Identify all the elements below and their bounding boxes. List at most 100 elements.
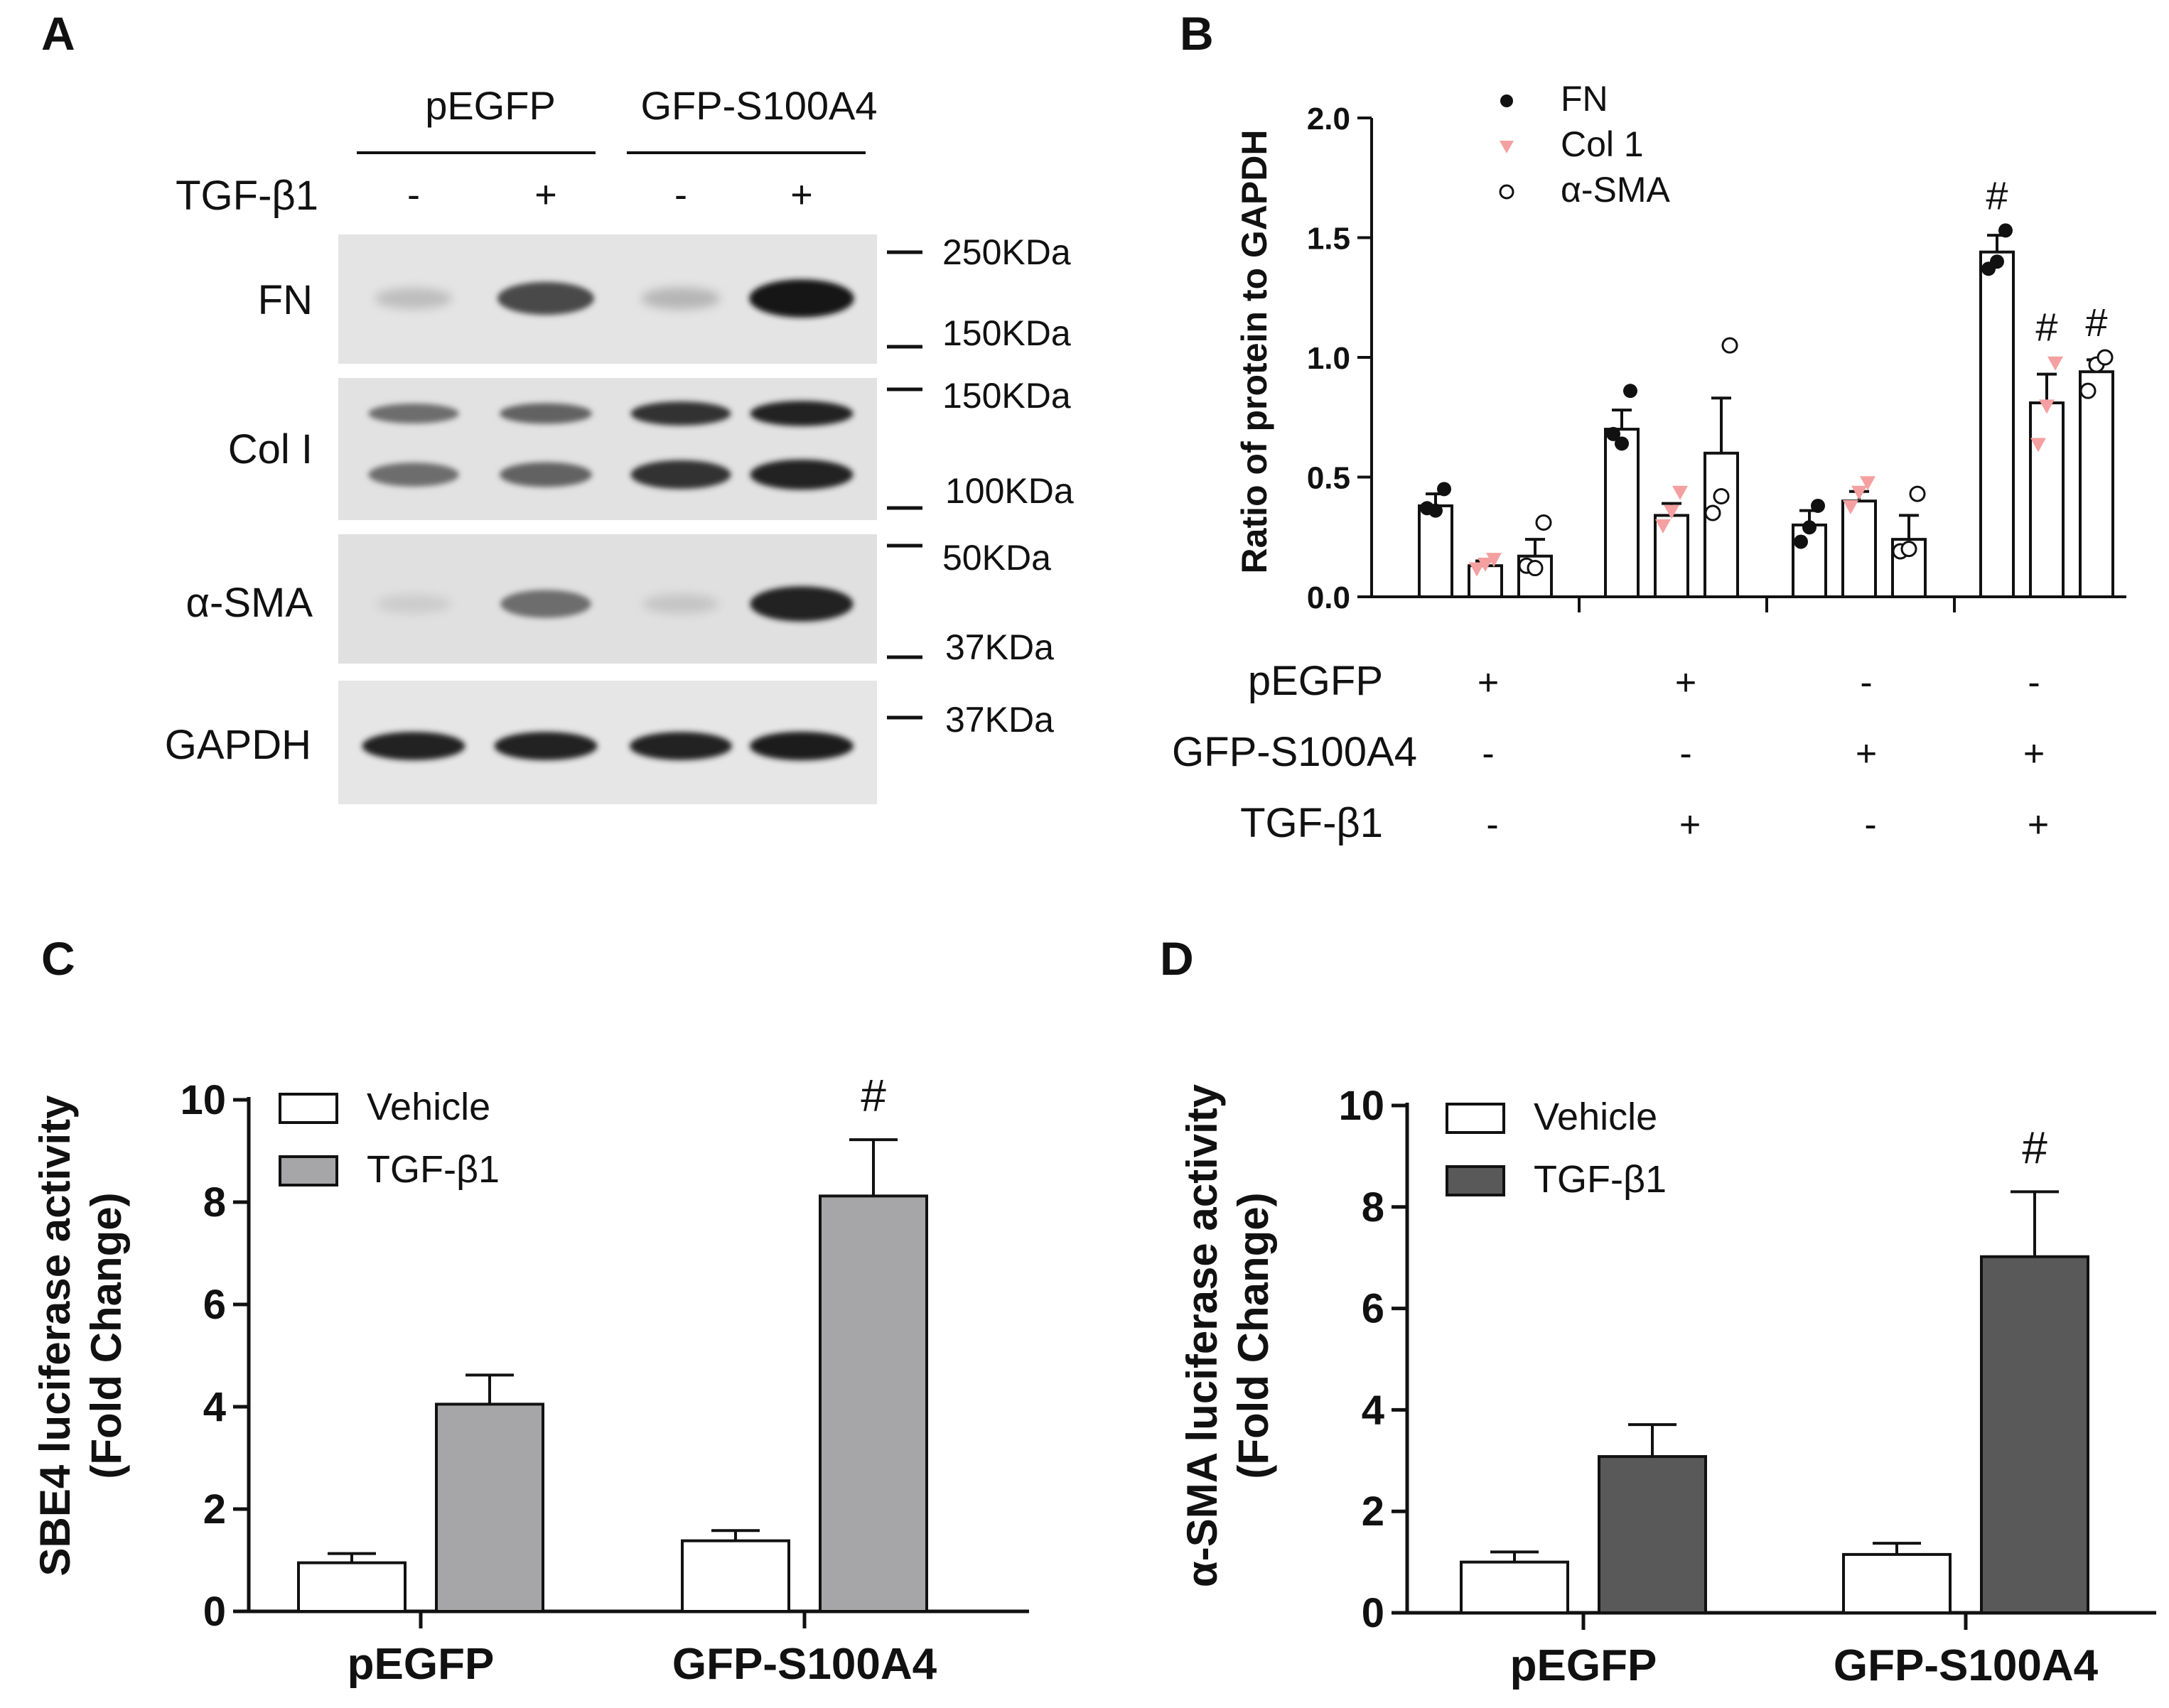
blot-row-label-fn: FN <box>258 277 313 323</box>
chart-b-legend-marker-0 <box>1500 94 1513 107</box>
blot-band-3-1-lane-4 <box>750 586 854 622</box>
chart-c-y-tick-label-3: 6 <box>203 1282 226 1328</box>
blot-band-2-2-lane-3 <box>630 460 731 490</box>
chart-d-y-axis-label-line2: (Fold Change) <box>1229 1192 1277 1479</box>
blot-row-label-gapdh: GAPDH <box>165 722 311 768</box>
panel-letter-b: B <box>1180 7 1214 60</box>
blot-band-4-1-lane-3 <box>630 732 732 760</box>
chart-b-condition-sign-0-1: + <box>1675 662 1696 703</box>
mw-label-1: 250KDa <box>942 232 1071 272</box>
chart-b-point-2-2-1 <box>1900 541 1917 558</box>
chart-b-annotation-1-3: # <box>2035 305 2057 350</box>
chart-b-y-axis-label: Ratio of protein to GAPDH <box>1234 130 1274 574</box>
chart-b-point-0-1-0 <box>1606 426 1620 441</box>
chart-b-point-1-3-2 <box>2047 356 2063 371</box>
chart-b-point-2-2-2 <box>1909 485 1926 502</box>
chart-b-point-0-2-1 <box>1802 520 1817 535</box>
chart-b-condition-sign-0-0: + <box>1478 662 1499 703</box>
chart-d-y-tick-label-1: 2 <box>1362 1488 1384 1535</box>
chart-b-point-1-1-2 <box>1672 485 1688 500</box>
chart-d-bar-1-1 <box>1980 1255 2089 1614</box>
chart-d-legend-swatch-0 <box>1446 1103 1505 1134</box>
blot-band-4-1-lane-2 <box>494 731 598 761</box>
chart-b-y-tick-label-1: 0.5 <box>1307 461 1350 496</box>
chart-c: SBE4 luciferase activity (Fold Change) 0… <box>31 1070 1029 1689</box>
blot-band-4-1-lane-4 <box>750 731 854 761</box>
chart-c-legend-label-0: Vehicle <box>367 1086 490 1128</box>
chart-b-y-tick-label-3: 1.5 <box>1307 222 1350 256</box>
chart-b-point-2-1-2 <box>1721 337 1738 354</box>
chart-b-point-0-0-1 <box>1428 503 1443 518</box>
chart-b-bar-0-3 <box>1979 250 2015 598</box>
chart-b-point-1-1-0 <box>1655 519 1671 534</box>
chart-b-legend-marker-2 <box>1499 184 1514 200</box>
blot-band-2-1-lane-1 <box>368 403 459 424</box>
chart-b-condition-sign-2-1: + <box>1679 804 1701 845</box>
chart-b-point-1-0-0 <box>1469 562 1485 577</box>
chart-c-y-tick-label-2: 4 <box>203 1384 226 1430</box>
chart-b-condition-sign-1-1: - <box>1679 733 1691 774</box>
chart-b-point-0-1-2 <box>1623 384 1637 399</box>
panel-letter-a: A <box>41 7 75 60</box>
chart-c-bar-0-1 <box>681 1539 790 1613</box>
blot-row-label-col1: Col I <box>228 426 313 472</box>
blot-band-1-1-lane-1 <box>375 288 453 309</box>
chart-c-annotation-1-1: # <box>861 1070 886 1121</box>
group-label-gfp-s100a4: GFP-S100A4 <box>640 83 877 128</box>
chart-c-bar-1-0 <box>435 1402 544 1614</box>
chart-b-condition-sign-1-0: - <box>1482 733 1494 774</box>
blot-band-1-1-lane-2 <box>497 281 594 315</box>
blot-band-2-1-lane-2 <box>500 403 592 424</box>
chart-b-point-1-3-0 <box>2030 438 2046 453</box>
chart-d-y-tick-label-5: 10 <box>1338 1083 1384 1129</box>
chart-d-annotation-1-1: # <box>2022 1122 2047 1173</box>
blot-band-3-1-lane-1 <box>376 594 451 614</box>
chart-d-legend-swatch-1 <box>1446 1165 1505 1196</box>
treatment-sign-3: - <box>674 173 687 216</box>
blot-band-3-1-lane-3 <box>642 594 719 614</box>
mw-label-5: 50KDa <box>942 538 1051 578</box>
blot-band-2-1-lane-3 <box>630 401 731 426</box>
chart-c-legend-swatch-0 <box>279 1093 338 1124</box>
chart-d-bar-0-1 <box>1842 1552 1952 1614</box>
chart-b-bar-2-3 <box>2079 370 2114 598</box>
chart-c-y-tick-label-1: 2 <box>203 1486 226 1533</box>
chart-b-point-1-3-1 <box>2039 399 2055 414</box>
chart-b-point-0-0-2 <box>1437 482 1451 497</box>
blot-band-4-1-lane-1 <box>362 731 465 761</box>
chart-b-condition-label-1: GFP-S100A4 <box>1172 729 1417 775</box>
chart-b-point-2-3-0 <box>2079 382 2097 399</box>
panel-letter-d: D <box>1160 932 1194 985</box>
chart-b-condition-sign-2-0: - <box>1486 804 1498 845</box>
chart-b-bar-0-0 <box>1418 504 1453 598</box>
chart-c-bar-1-1 <box>819 1194 928 1613</box>
chart-b-point-2-3-2 <box>2097 349 2114 366</box>
chart-b-bar-1-2 <box>1841 499 1877 599</box>
chart-b-annotation-2-3: # <box>2085 300 2107 345</box>
chart-b-y-tick-label-2: 1.0 <box>1307 341 1350 376</box>
chart-d-y-tick-label-2: 4 <box>1362 1387 1384 1433</box>
treatment-sign-2: + <box>534 173 557 216</box>
mw-label-7: 37KDa <box>945 700 1054 740</box>
chart-b-condition-label-0: pEGFP <box>1248 658 1383 704</box>
chart-b-point-1-1-1 <box>1664 504 1679 519</box>
chart-d-bar-0-0 <box>1460 1560 1569 1615</box>
chart-b-condition-label-2: TGF-β1 <box>1240 800 1383 846</box>
chart-d-x-tick-label-0: pEGFP <box>1510 1641 1657 1690</box>
chart-b-point-0-3-2 <box>1998 223 2013 238</box>
mw-label-6: 37KDa <box>945 627 1054 667</box>
blot-band-1-1-lane-4 <box>749 279 854 318</box>
chart-c-x-tick-label-1: GFP-S100A4 <box>672 1640 937 1689</box>
chart-c-y-tick-label-4: 8 <box>203 1179 226 1226</box>
chart-d-legend-label-0: Vehicle <box>1534 1096 1657 1138</box>
chart-b: Ratio of protein to GAPDH 0.0 0.5 1.0 1.5 2.… <box>1172 79 2126 846</box>
chart-c-y-axis-label-line2: (Fold Change) <box>82 1192 130 1479</box>
chart-b-point-0-3-1 <box>1990 254 2004 269</box>
chart-b-legend-label-0: FN <box>1561 79 1608 119</box>
chart-b-point-2-0-1 <box>1527 560 1544 577</box>
chart-d: α-SMA luciferase activity (Fold Change) … <box>1178 1083 2156 1690</box>
chart-b-point-1-2-2 <box>1860 476 1875 491</box>
chart-b-point-0-2-2 <box>1811 498 1825 513</box>
chart-d-x-tick-label-1: GFP-S100A4 <box>1834 1641 2099 1690</box>
